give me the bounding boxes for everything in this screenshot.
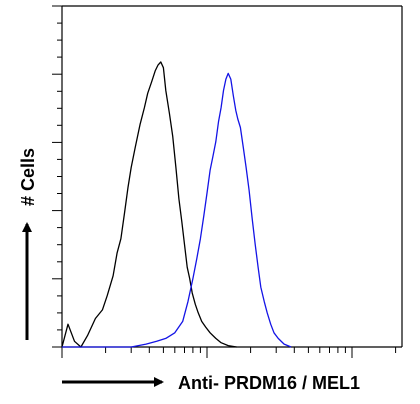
plot-frame: [61, 5, 403, 348]
series-line-2: [62, 72, 292, 348]
y-axis-ticks: [52, 5, 62, 348]
series-layer: [61, 61, 292, 348]
series-line-1: [61, 61, 237, 348]
x-axis-ticks: [61, 347, 397, 358]
y-axis-label: # Cells: [18, 148, 38, 206]
x-axis-label: Anti- PRDM16 / MEL1: [178, 373, 360, 393]
